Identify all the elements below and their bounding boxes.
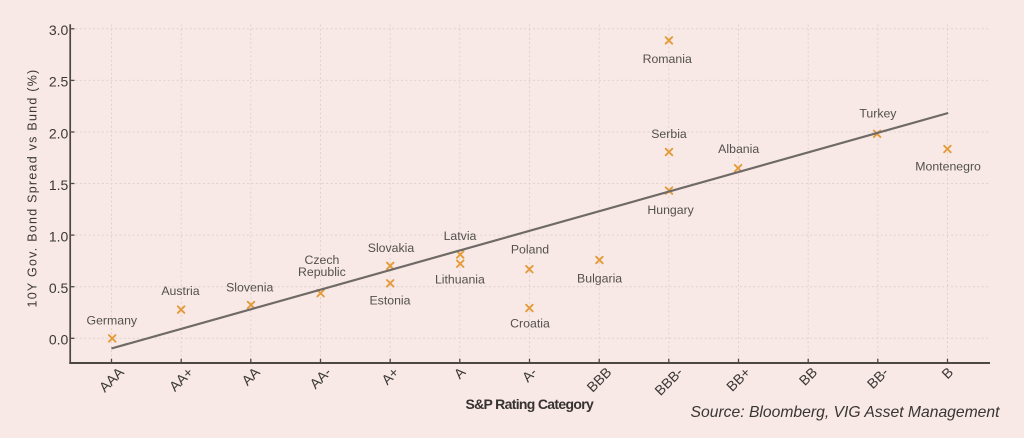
svg-text:1.0: 1.0 <box>49 228 69 244</box>
svg-text:1.5: 1.5 <box>49 177 69 193</box>
svg-text:Austria: Austria <box>161 284 199 298</box>
svg-text:Bulgaria: Bulgaria <box>577 272 622 286</box>
svg-text:Germany: Germany <box>87 313 138 327</box>
svg-text:Romania: Romania <box>643 52 692 66</box>
svg-text:10Y Gov. Bond Spread vs Bund (: 10Y Gov. Bond Spread vs Bund (%) <box>26 69 40 308</box>
svg-text:2.0: 2.0 <box>49 125 69 141</box>
svg-text:0.5: 0.5 <box>49 280 69 296</box>
svg-text:Serbia: Serbia <box>651 127 687 141</box>
svg-text:Source: Bloomberg, VIG Asset M: Source: Bloomberg, VIG Asset Management <box>691 404 1001 421</box>
svg-text:Poland: Poland <box>511 243 549 257</box>
svg-text:3.0: 3.0 <box>49 22 69 38</box>
svg-text:0.0: 0.0 <box>49 332 69 348</box>
svg-text:Estonia: Estonia <box>369 294 410 308</box>
svg-text:2.5: 2.5 <box>49 74 69 90</box>
svg-text:Turkey: Turkey <box>859 107 897 121</box>
svg-text:Lithuania: Lithuania <box>435 273 485 287</box>
svg-text:Albania: Albania <box>718 142 759 156</box>
svg-text:Slovenia: Slovenia <box>226 280 273 294</box>
svg-text:Hungary: Hungary <box>647 203 694 217</box>
svg-text:Croatia: Croatia <box>510 317 550 331</box>
svg-text:Montenegro: Montenegro <box>915 159 981 173</box>
svg-text:Republic: Republic <box>298 265 346 279</box>
svg-text:Slovakia: Slovakia <box>368 241 415 255</box>
svg-text:Czech: Czech <box>304 253 339 267</box>
svg-text:S&P Rating Category: S&P Rating Category <box>465 396 594 412</box>
svg-text:Latvia: Latvia <box>444 229 477 243</box>
